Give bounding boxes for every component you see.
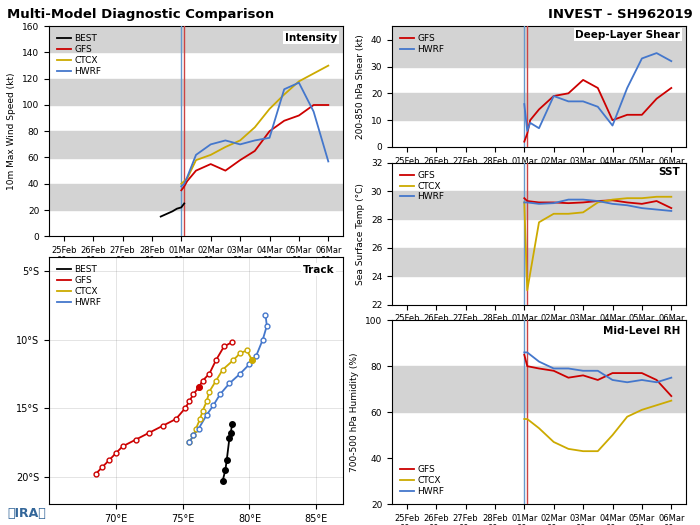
Bar (49, 26, 343, 52)
Y-axis label: 10m Max Wind Speed (kt): 10m Max Wind Speed (kt) (8, 72, 17, 190)
Y-axis label: 200-850 hPa Shear (kt): 200-850 hPa Shear (kt) (356, 34, 365, 139)
Legend: BEST, GFS, CTCX, HWRF: BEST, GFS, CTCX, HWRF (53, 262, 105, 310)
Bar (49, 79, 343, 105)
Bar (49, 184, 343, 210)
Text: Multi-Model Diagnostic Comparison: Multi-Model Diagnostic Comparison (7, 8, 274, 21)
Bar (392, 26, 686, 67)
Bar (392, 191, 686, 219)
Text: ⒸIRAⓈ: ⒸIRAⓈ (7, 507, 46, 520)
Bar (49, 131, 343, 158)
Bar (392, 93, 686, 120)
Legend: GFS, CTCX, HWRF: GFS, CTCX, HWRF (396, 461, 448, 499)
Bar (392, 248, 686, 276)
Legend: BEST, GFS, CTCX, HWRF: BEST, GFS, CTCX, HWRF (53, 31, 105, 79)
Text: Mid-Level RH: Mid-Level RH (603, 326, 680, 336)
Text: Track: Track (302, 265, 334, 275)
Text: SST: SST (659, 167, 680, 177)
Bar (392, 366, 686, 412)
Y-axis label: 700-500 hPa Humidity (%): 700-500 hPa Humidity (%) (351, 352, 360, 472)
Y-axis label: Sea Surface Temp (°C): Sea Surface Temp (°C) (356, 183, 365, 285)
Text: Deep-Layer Shear: Deep-Layer Shear (575, 30, 680, 40)
Text: Intensity: Intensity (285, 33, 337, 43)
Legend: GFS, CTCX, HWRF: GFS, CTCX, HWRF (396, 167, 448, 205)
Text: INVEST - SH962019: INVEST - SH962019 (548, 8, 693, 21)
Legend: GFS, HWRF: GFS, HWRF (396, 31, 448, 58)
